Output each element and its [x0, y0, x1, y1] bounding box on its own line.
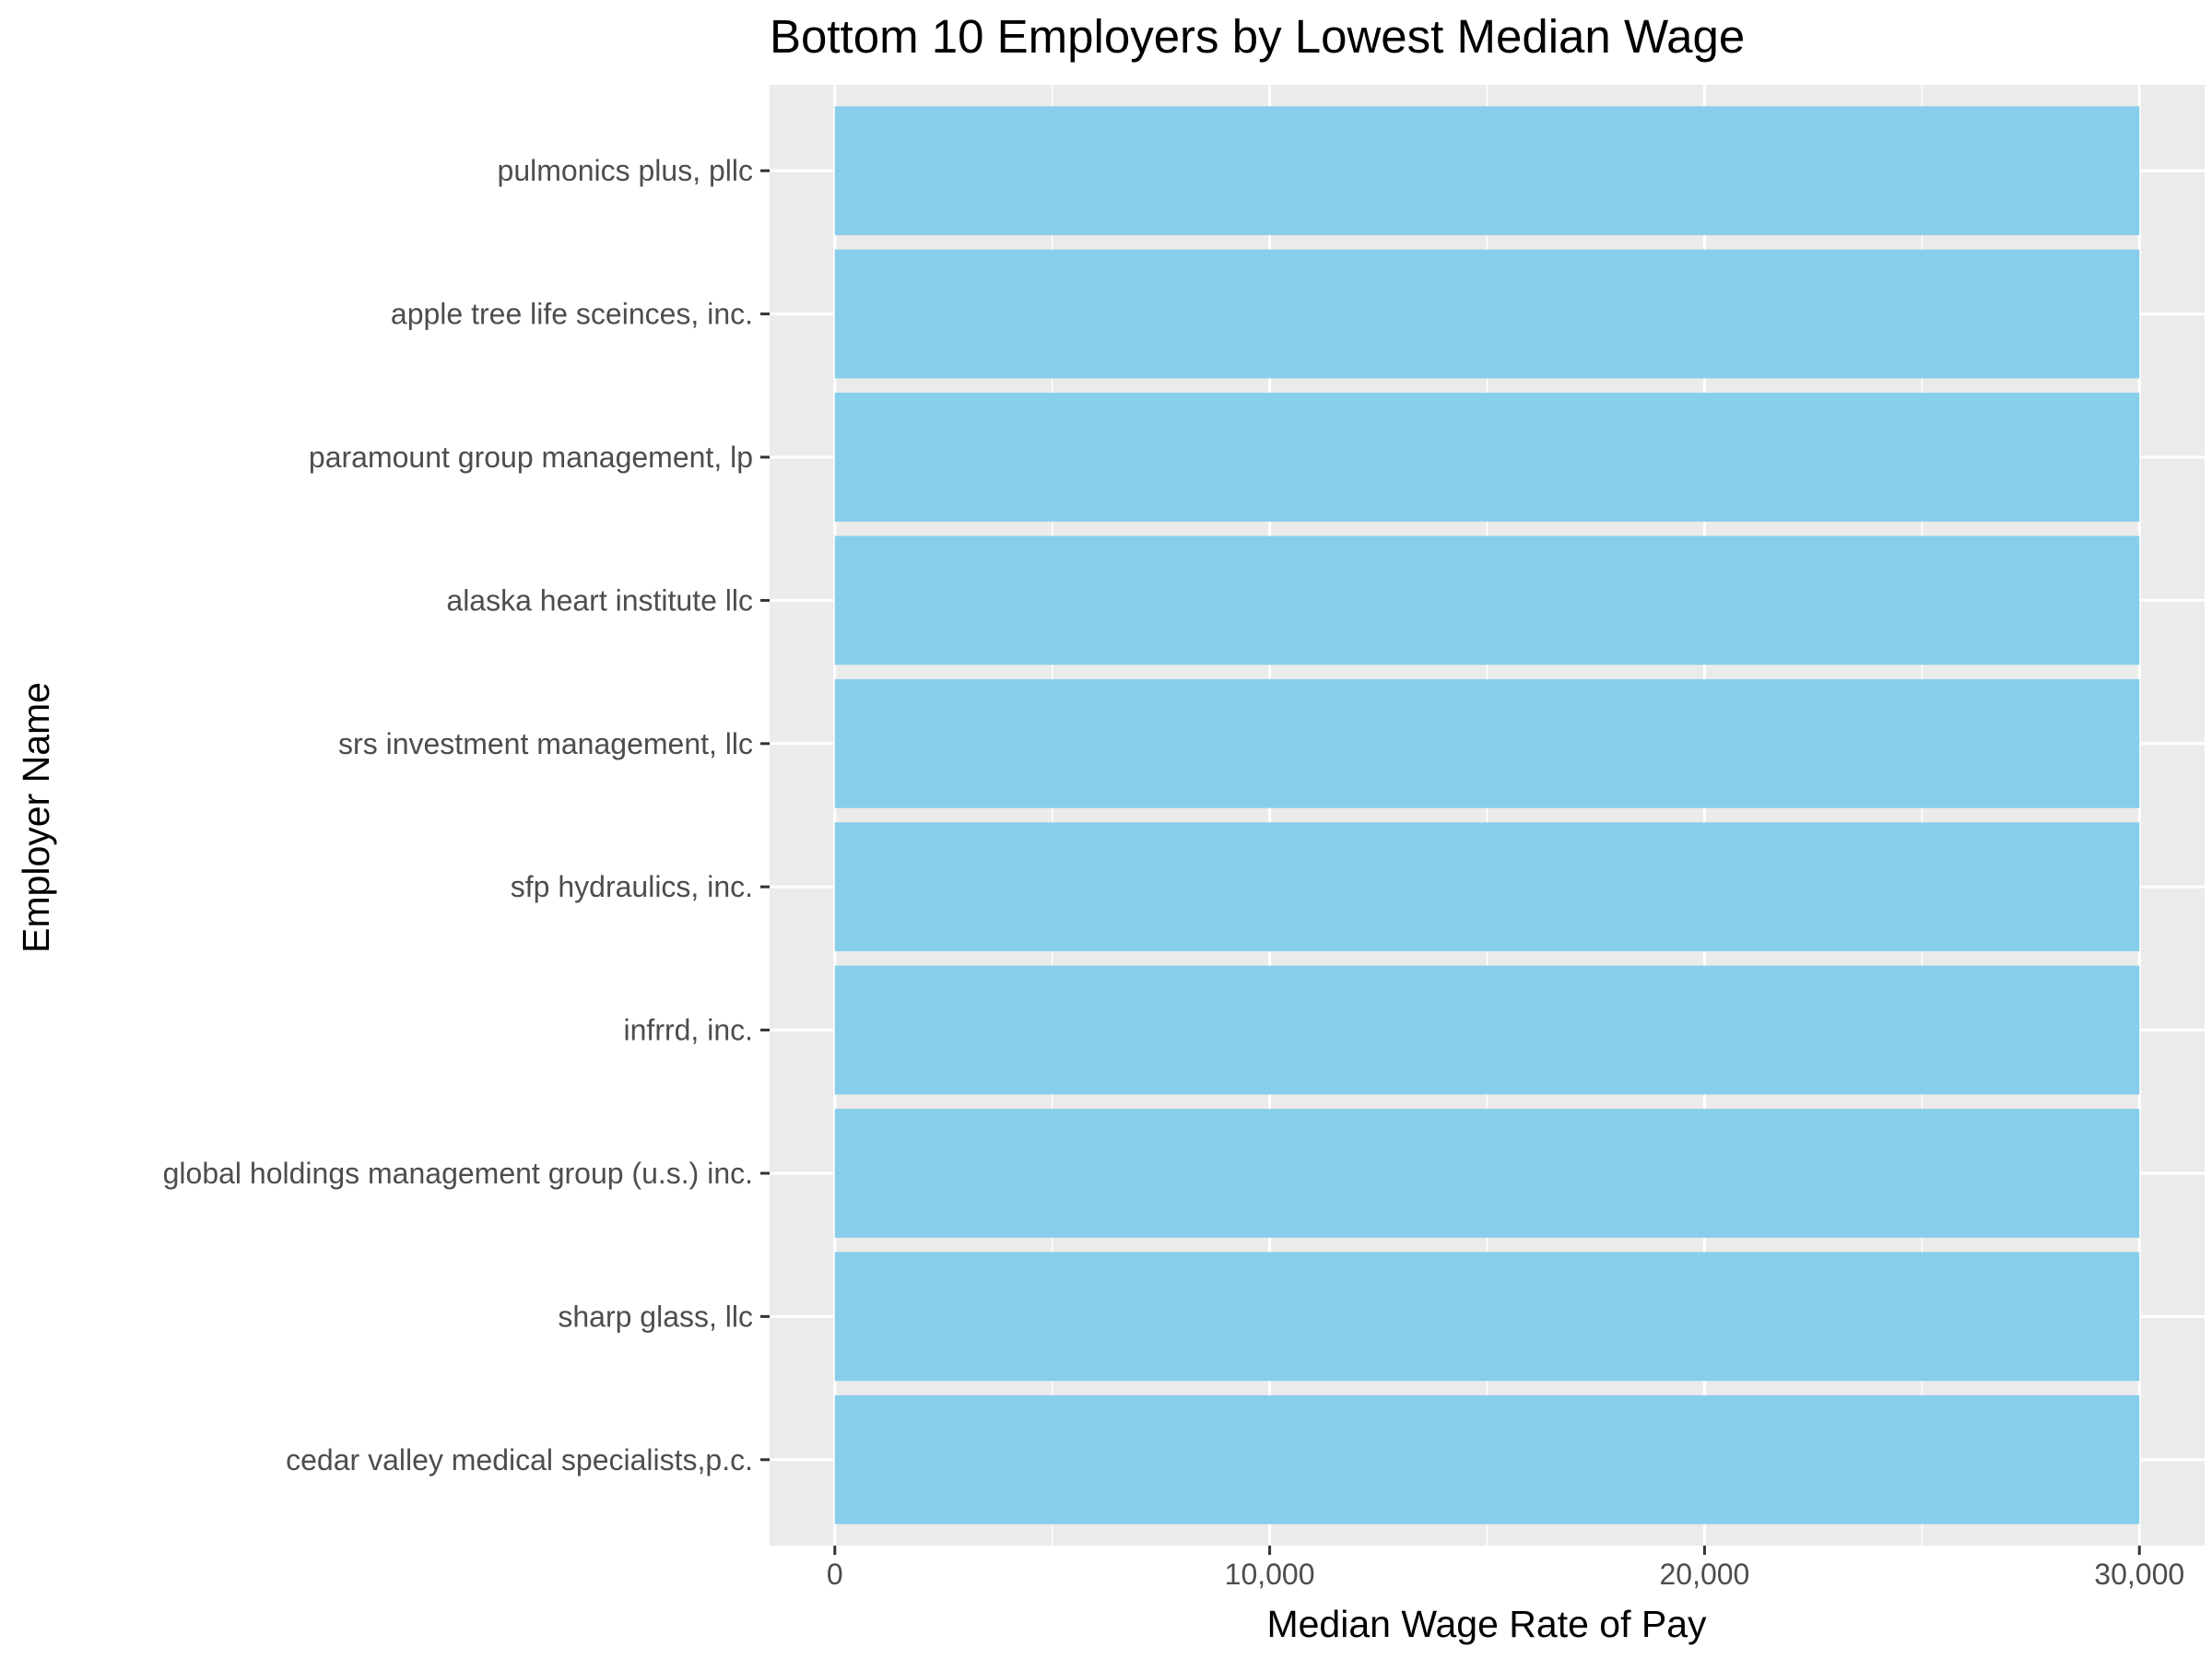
bar: [834, 393, 2140, 522]
y-tick-label: infrrd, inc.: [624, 1014, 753, 1047]
bar: [834, 965, 2140, 1095]
bar: [834, 822, 2140, 952]
y-axis: pulmonics plus, pllc apple tree life scei…: [163, 154, 770, 1477]
y-axis-title: Employer Name: [15, 682, 57, 953]
x-tick-label: 10,000: [1225, 1558, 1315, 1591]
y-tick-label: alaska heart institute llc: [446, 583, 753, 617]
bar: [834, 249, 2140, 379]
bar: [834, 678, 2140, 808]
x-axis: 0 10,000 20,000 30,000: [827, 1546, 2184, 1591]
y-tick-label: paramount group management, lp: [309, 441, 753, 474]
y-tick-label: sfp hydraulics, inc.: [511, 870, 753, 903]
x-tick-label: 0: [827, 1558, 843, 1591]
y-tick-label: sharp glass, llc: [558, 1300, 753, 1333]
bar: [834, 1109, 2140, 1238]
bar: [834, 106, 2140, 236]
x-tick-label: 20,000: [1659, 1558, 1749, 1591]
y-tick-label: global holdings management group (u.s.) …: [163, 1157, 753, 1190]
y-tick-label: srs investment management, llc: [338, 727, 753, 760]
bar: [834, 1394, 2140, 1524]
y-tick-label: pulmonics plus, pllc: [498, 154, 753, 187]
x-tick-label: 30,000: [2094, 1558, 2184, 1591]
chart-title: Bottom 10 Employers by Lowest Median Wag…: [770, 10, 1745, 63]
x-axis-title: Median Wage Rate of Pay: [1266, 1603, 1707, 1645]
bars: [834, 106, 2140, 1524]
y-tick-label: cedar valley medical specialists,p.c.: [286, 1443, 753, 1477]
bar: [834, 1252, 2140, 1382]
bar: [834, 535, 2140, 665]
y-tick-label: apple tree life sceinces, inc.: [391, 298, 753, 331]
